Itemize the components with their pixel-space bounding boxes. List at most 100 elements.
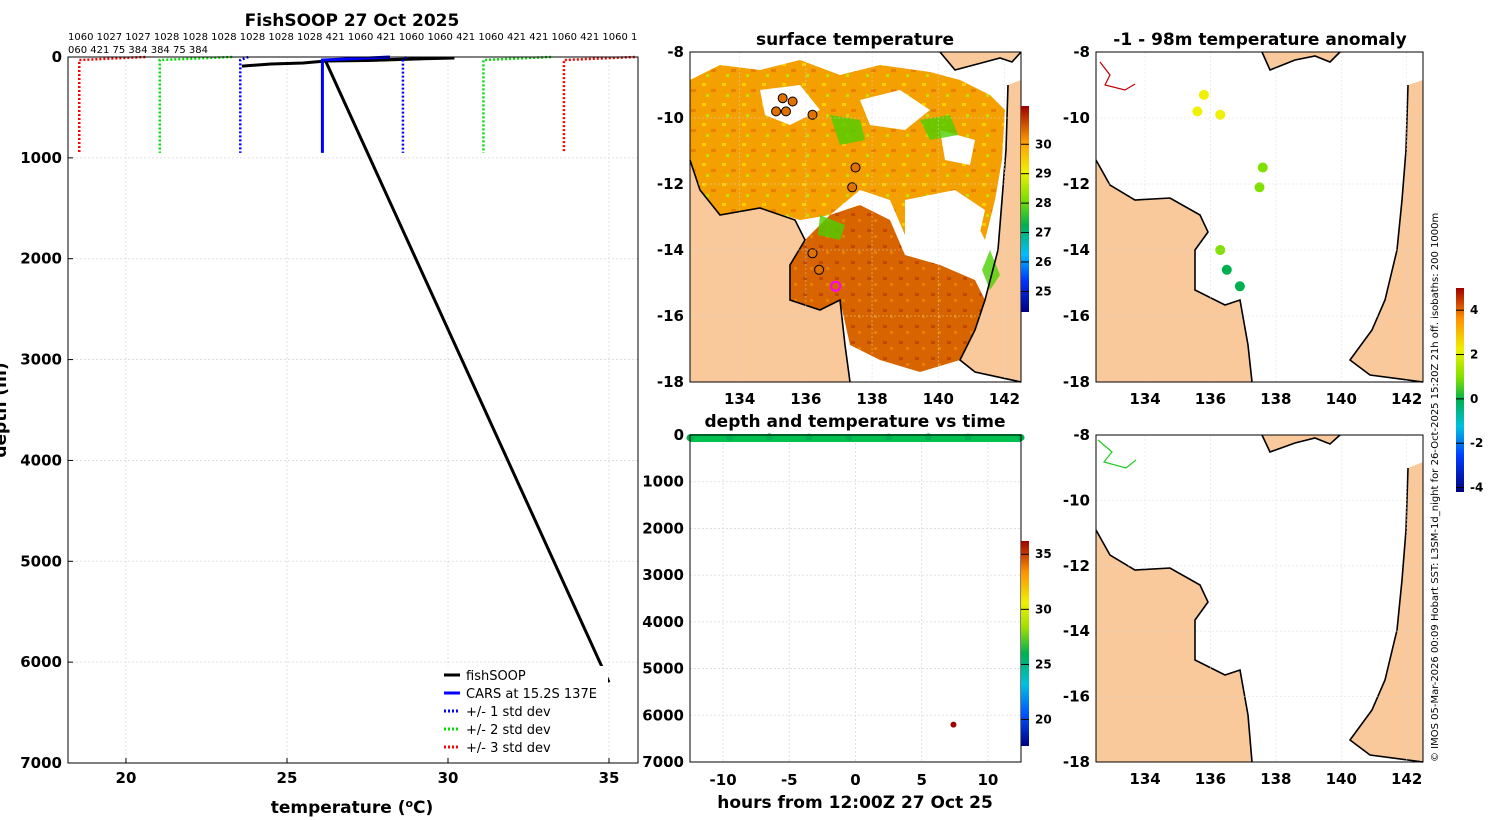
anomaly-land-cape-top: [1262, 52, 1340, 70]
timeseries-xtick-label: -10: [710, 771, 737, 789]
sst-colorbar-tick-label: 25: [1035, 284, 1052, 298]
profile-chart: FishSOOP 27 Oct 2025 1060 1027 1027 1028…: [0, 11, 639, 818]
anomaly-point: [1215, 109, 1226, 120]
profile-ytick-label: 4000: [20, 451, 62, 469]
legend-label-std3: +/- 3 std dev: [466, 741, 551, 756]
legend-label-std2: +/- 2 std dev: [466, 723, 551, 738]
anomaly-axes-box: [1095, 51, 1424, 383]
lower-map-ytick-label: -8: [1073, 426, 1090, 444]
legend-box: [442, 666, 608, 754]
sst-land-gulf-west: [690, 160, 850, 382]
anomaly-ytick-label: -12: [1063, 175, 1090, 193]
timeseries-colorbar-tick-label: 35: [1035, 547, 1052, 561]
timeseries-colorbar-ticks: 20 25 30 35: [1021, 547, 1052, 727]
sst-cast-marker: [787, 96, 798, 107]
anomaly-ytick-label: -18: [1063, 373, 1090, 391]
sst-title: surface temperature: [756, 30, 954, 50]
sst-ytick-label: -16: [657, 307, 684, 325]
lower-map-coastline-east: [1261, 434, 1424, 763]
anomaly-point: [1234, 281, 1245, 292]
lower-map-ytick-label: -18: [1063, 753, 1090, 771]
lower-map-axes-box: [1095, 434, 1424, 763]
profile-series-fishsoop: [241, 56, 611, 683]
profile-xtick-label: 20: [116, 769, 137, 787]
credit-text: © IMOS 05-Mar-2026 00:09 Hobart SST: L3S…: [1430, 213, 1441, 762]
sst-coastline-east: [939, 51, 1022, 383]
sst-ytick-label: -10: [657, 109, 684, 127]
sst-cast-marker: [850, 162, 861, 173]
figure-title: FishSOOP 27 Oct 2025: [245, 11, 460, 31]
profile-ytick-label: 7000: [20, 754, 62, 772]
sst-xtick-label: 136: [790, 390, 821, 408]
sst-cast-marker: [814, 264, 825, 275]
legend-label-fishsoop: fishSOOP: [466, 669, 526, 684]
sst-markers: [771, 93, 861, 292]
profile-grid: [68, 56, 638, 764]
anomaly-xtick-label: 140: [1326, 390, 1357, 408]
sst-cloud-gaps: [760, 85, 985, 262]
anomaly-point: [1192, 106, 1203, 117]
timeseries-colorbar-tick-label: 30: [1035, 602, 1052, 616]
anomaly-ticks: 134 136 138 140 142 -8 -10 -12 -14 -16 -18: [1063, 43, 1422, 408]
timeseries-ytick-label: 1000: [642, 473, 684, 491]
sst-cast-marker: [847, 182, 858, 193]
anomaly-xtick-label: 136: [1195, 390, 1226, 408]
anomaly-colorbar-tick-label: 0: [1470, 392, 1478, 406]
timeseries-xtick-label: 5: [916, 771, 926, 789]
timeseries-point: [950, 721, 957, 728]
lower-map-ytick-label: -14: [1063, 622, 1090, 640]
anomaly-point: [1254, 182, 1265, 193]
timeseries-point: [845, 433, 853, 441]
anomaly-isobath: [1099, 61, 1136, 91]
timeseries-ytick-label: 7000: [642, 753, 684, 771]
sst-xtick-label: 140: [923, 390, 954, 408]
lower-map-xtick-label: 134: [1129, 770, 1160, 788]
lower-map-xtick-label: 136: [1195, 770, 1226, 788]
profile-series--1-std-dev-high: [401, 56, 407, 153]
profile-ytick-label: 1000: [20, 149, 62, 167]
anomaly-point: [1257, 162, 1268, 173]
sst-colorbar-tick-label: 30: [1035, 137, 1052, 151]
profile-top-labels-line2: 060 421 75 384 384 75 384: [68, 45, 208, 56]
profile-ytick-label: 0: [52, 48, 62, 66]
anomaly-ytick-label: -8: [1073, 43, 1090, 61]
profile-axes-box: [67, 56, 639, 764]
sst-colorbar-tick-label: 26: [1035, 255, 1052, 269]
sst-map: surface temperature 134 136 138 140 142 -8 -10…: [657, 30, 1052, 408]
profile-xtick-label: 25: [277, 769, 298, 787]
lower-map-xtick-label: 140: [1326, 770, 1357, 788]
sst-cast-marker: [830, 280, 842, 292]
timeseries-ytick-label: 2000: [642, 519, 684, 537]
timeseries-ticks: -10 -5 0 5 10 0 1000 2000 3000 4000 5000 6000 7000: [642, 426, 998, 789]
profile-ticks: 20 25 30 35 0 1000 2000 3000 4000 5000 6000 7000: [20, 48, 619, 787]
timeseries-colorbar-tick-label: 20: [1035, 713, 1052, 727]
timeseries-point: [765, 433, 773, 441]
lower-map-land-west: [1096, 530, 1252, 762]
anomaly-xtick-label: 134: [1129, 390, 1160, 408]
anomaly-ytick-label: -10: [1063, 109, 1090, 127]
legend-label-cars: CARS at 15.2S 137E: [466, 687, 597, 702]
timeseries-xlabel: hours from 12:00Z 27 Oct 25: [717, 793, 993, 813]
timeseries-xtick-label: 0: [850, 771, 860, 789]
sst-ytick-label: -14: [657, 241, 684, 259]
timeseries-colorbar-tick-label: 25: [1035, 657, 1052, 671]
sst-cast-marker: [807, 248, 818, 259]
anomaly-colorbar-ticks: -4 -2 0 2 4: [1456, 303, 1483, 495]
anomaly-colorbar-tick-label: -2: [1470, 436, 1483, 450]
timeseries-point: [726, 433, 734, 441]
lower-map: 134 136 138 140 142 -8 -10 -12 -14 -16 -18: [1063, 426, 1424, 788]
sst-xtick-label: 138: [856, 390, 887, 408]
timeseries-chart: depth and temperature vs time -10 -5 0 5 100…: [642, 412, 1051, 813]
anomaly-ytick-label: -16: [1063, 307, 1090, 325]
anomaly-point: [1221, 264, 1232, 275]
anomaly-point: [1198, 89, 1209, 100]
sst-cast-marker: [771, 106, 782, 117]
profile-xtick-label: 35: [599, 769, 620, 787]
sst-field-gulf: [790, 205, 985, 372]
profile-ytick-label: 2000: [20, 250, 62, 268]
sst-cast-marker: [807, 109, 818, 120]
profile-ytick-label: 5000: [20, 552, 62, 570]
lower-map-ytick-label: -16: [1063, 688, 1090, 706]
sst-ytick-label: -8: [667, 43, 684, 61]
sst-cast-marker: [780, 106, 791, 117]
